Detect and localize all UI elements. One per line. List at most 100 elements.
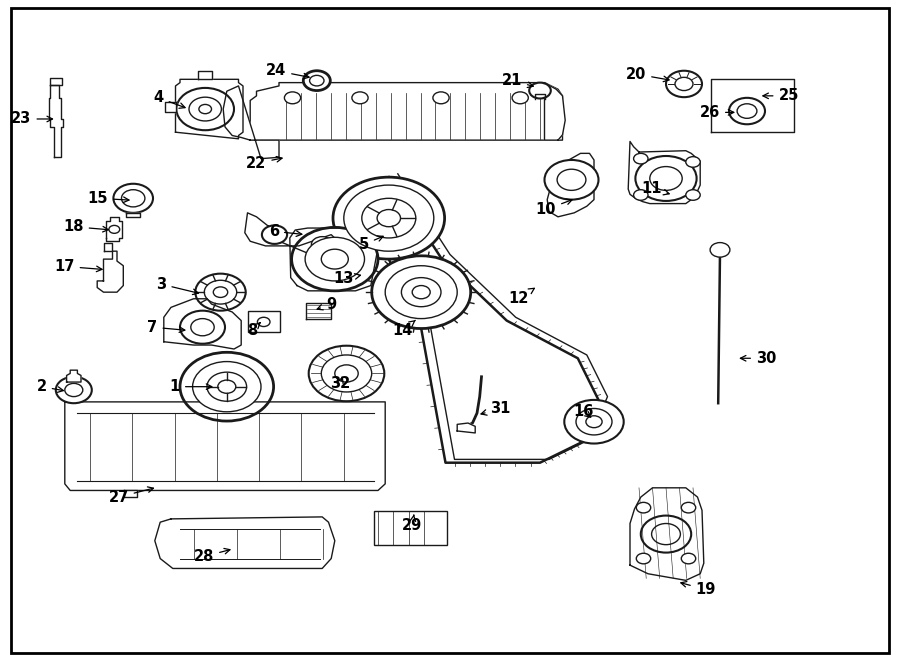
Circle shape — [176, 88, 234, 130]
Circle shape — [284, 92, 301, 104]
Circle shape — [564, 400, 624, 444]
Text: 14: 14 — [392, 321, 415, 338]
Circle shape — [180, 352, 274, 421]
Polygon shape — [106, 217, 122, 241]
Circle shape — [321, 355, 372, 392]
Text: 10: 10 — [536, 199, 572, 217]
Text: 15: 15 — [87, 191, 129, 206]
Polygon shape — [176, 79, 243, 139]
Polygon shape — [104, 243, 112, 251]
Text: 18: 18 — [63, 219, 108, 234]
Polygon shape — [155, 517, 335, 568]
Polygon shape — [223, 86, 279, 159]
Circle shape — [65, 383, 83, 397]
Text: 5: 5 — [359, 236, 383, 252]
Circle shape — [650, 167, 682, 190]
Polygon shape — [628, 141, 700, 204]
Circle shape — [412, 286, 430, 299]
Circle shape — [675, 77, 693, 91]
Text: 7: 7 — [148, 320, 184, 334]
Text: 24: 24 — [266, 63, 309, 79]
Circle shape — [180, 311, 225, 344]
Text: 12: 12 — [508, 288, 535, 306]
Circle shape — [122, 190, 145, 207]
Polygon shape — [65, 402, 385, 490]
Text: 9: 9 — [317, 297, 336, 311]
Circle shape — [56, 377, 92, 403]
Text: 21: 21 — [501, 73, 534, 88]
Circle shape — [636, 553, 651, 564]
Polygon shape — [126, 213, 140, 217]
Circle shape — [305, 237, 364, 281]
Circle shape — [529, 83, 551, 98]
Text: 8: 8 — [247, 323, 260, 338]
Circle shape — [195, 274, 246, 311]
Text: 16: 16 — [573, 404, 593, 418]
Polygon shape — [97, 251, 123, 292]
Text: 30: 30 — [741, 351, 777, 366]
Text: 6: 6 — [269, 224, 302, 239]
Circle shape — [303, 71, 330, 91]
Polygon shape — [306, 303, 331, 319]
Circle shape — [681, 553, 696, 564]
Circle shape — [710, 243, 730, 257]
Circle shape — [193, 362, 261, 412]
Circle shape — [544, 160, 598, 200]
Circle shape — [634, 153, 648, 164]
Circle shape — [213, 287, 228, 297]
Text: 4: 4 — [154, 91, 185, 108]
Text: 20: 20 — [626, 67, 669, 82]
Circle shape — [292, 227, 378, 291]
Circle shape — [191, 319, 214, 336]
Circle shape — [635, 156, 697, 201]
Circle shape — [199, 104, 212, 114]
Circle shape — [109, 225, 120, 233]
Circle shape — [311, 237, 333, 253]
Text: 31: 31 — [481, 401, 511, 416]
Text: 1: 1 — [170, 379, 211, 394]
Text: 27: 27 — [108, 487, 154, 504]
Circle shape — [310, 75, 324, 86]
Circle shape — [641, 516, 691, 553]
Circle shape — [113, 184, 153, 213]
Circle shape — [686, 157, 700, 167]
Text: 11: 11 — [641, 181, 670, 196]
Polygon shape — [67, 370, 81, 382]
Polygon shape — [164, 299, 241, 349]
Polygon shape — [630, 488, 704, 580]
Text: 2: 2 — [37, 379, 63, 394]
Bar — [374, 511, 447, 545]
Circle shape — [218, 380, 236, 393]
Circle shape — [652, 524, 680, 545]
Circle shape — [335, 365, 358, 382]
Text: 26: 26 — [700, 105, 734, 120]
Text: 22: 22 — [246, 156, 282, 171]
Circle shape — [686, 190, 700, 200]
Bar — [248, 311, 280, 332]
Circle shape — [576, 408, 612, 435]
Text: 17: 17 — [54, 259, 102, 274]
Circle shape — [512, 92, 528, 104]
Circle shape — [634, 190, 648, 200]
Polygon shape — [457, 423, 475, 433]
Circle shape — [309, 346, 384, 401]
Polygon shape — [49, 85, 63, 157]
Text: 32: 32 — [330, 376, 350, 391]
Polygon shape — [245, 213, 340, 253]
Circle shape — [204, 280, 237, 304]
Polygon shape — [290, 228, 378, 291]
Circle shape — [636, 502, 651, 513]
Circle shape — [586, 416, 602, 428]
Circle shape — [262, 225, 287, 244]
Text: 3: 3 — [157, 277, 198, 295]
Circle shape — [729, 98, 765, 124]
Circle shape — [344, 185, 434, 251]
Polygon shape — [50, 78, 62, 85]
Polygon shape — [198, 71, 212, 79]
Text: 28: 28 — [194, 549, 230, 564]
Polygon shape — [165, 102, 176, 112]
Polygon shape — [124, 490, 137, 497]
Circle shape — [557, 169, 586, 190]
Circle shape — [362, 198, 416, 238]
Text: 29: 29 — [402, 515, 422, 533]
